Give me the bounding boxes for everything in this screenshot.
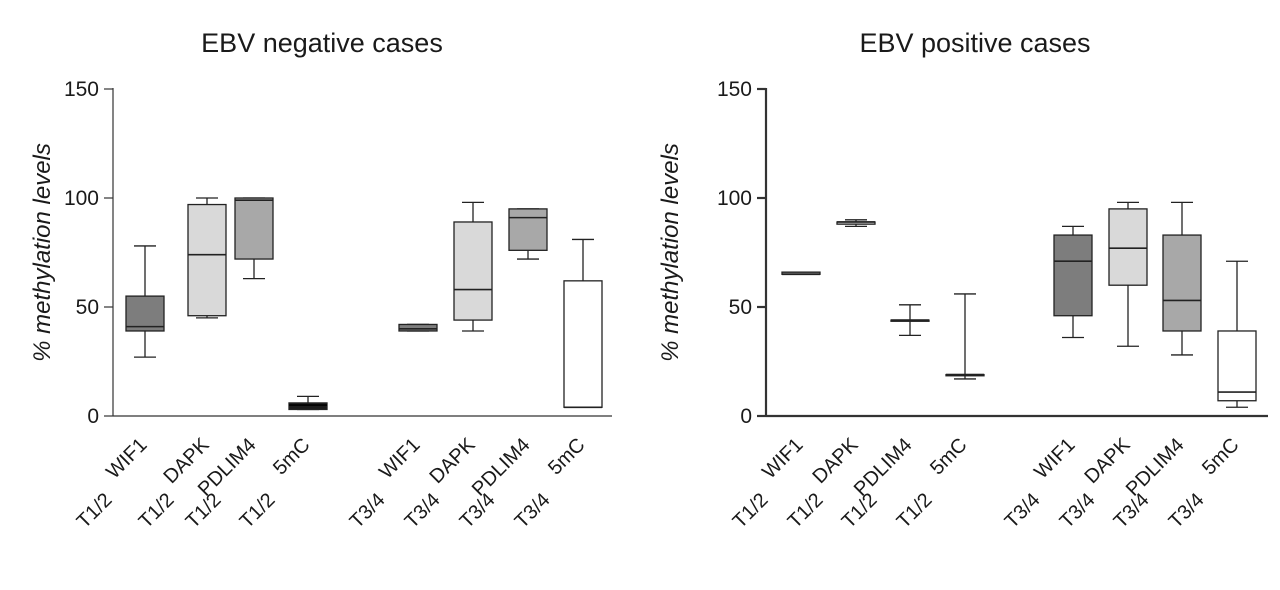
y-tick-label: 150 [64, 78, 99, 101]
box-pdlim4 [508, 208, 548, 251]
box-wif1 [125, 295, 165, 332]
x-category-gene: PDLIM4 [850, 434, 917, 501]
x-category-stage: T3/4 [401, 489, 445, 533]
chart-title: EBV positive cases [859, 28, 1090, 58]
box-pdlim4 [234, 197, 274, 260]
y-axis-label: % methylation levels [657, 143, 684, 362]
x-category-gene: PDLIM4 [1122, 434, 1189, 501]
x-category-stage: T1/2 [135, 489, 179, 533]
box-pdlim4 [1162, 234, 1202, 332]
x-category-stage: T3/4 [1165, 489, 1209, 533]
box-dapk [187, 203, 227, 317]
y-tick-label: 100 [717, 187, 752, 210]
x-category-stage: T3/4 [511, 489, 555, 533]
x-category-gene: 5mC [1198, 434, 1243, 479]
x-category-gene: WIF1 [375, 434, 424, 483]
chart-panel-ebv-negative: EBV negative cases % methylation levels 0 5… [29, 28, 612, 533]
box-5mc [563, 280, 603, 408]
x-category-gene: WIF1 [1030, 434, 1079, 483]
box-dapk [453, 221, 493, 321]
x-category-stage: T1/2 [73, 489, 117, 533]
x-category-stage: T3/4 [456, 489, 500, 533]
x-category-stage: T1/2 [182, 489, 226, 533]
x-category-gene: 5mC [269, 434, 314, 479]
box-dapk [1108, 208, 1148, 286]
x-category-stage: T3/4 [1056, 489, 1100, 533]
x-category-stage: T1/2 [236, 489, 280, 533]
chart-panel-ebv-positive: EBV positive cases % methylation levels 0 5… [657, 28, 1268, 533]
x-category-stage: T3/4 [1110, 489, 1154, 533]
y-tick-label: 0 [87, 405, 99, 428]
y-tick-label: 100 [64, 187, 99, 210]
x-category-gene: PDLIM4 [468, 434, 535, 501]
y-tick-label: 50 [76, 296, 99, 319]
x-category-gene: WIF1 [102, 434, 151, 483]
y-tick-label: 0 [740, 405, 752, 428]
x-category-stage: T1/2 [729, 489, 773, 533]
x-category-gene: 5mC [926, 434, 971, 479]
y-tick-label: 150 [717, 78, 752, 101]
y-tick-label: 50 [729, 296, 752, 319]
box-5mc [1217, 330, 1257, 402]
x-category-gene: WIF1 [758, 434, 807, 483]
x-category-gene: 5mC [544, 434, 589, 479]
x-category-stage: T1/2 [838, 489, 882, 533]
x-category-stage: T1/2 [784, 489, 828, 533]
x-category-stage: T3/4 [346, 489, 390, 533]
y-axis-label: % methylation levels [29, 143, 56, 362]
x-category-stage: T3/4 [1001, 489, 1045, 533]
box-wif1 [1053, 234, 1093, 317]
box-wif1 [398, 323, 438, 332]
x-category-stage: T1/2 [893, 489, 937, 533]
chart-title: EBV negative cases [201, 28, 443, 58]
box-5mc [288, 402, 328, 411]
